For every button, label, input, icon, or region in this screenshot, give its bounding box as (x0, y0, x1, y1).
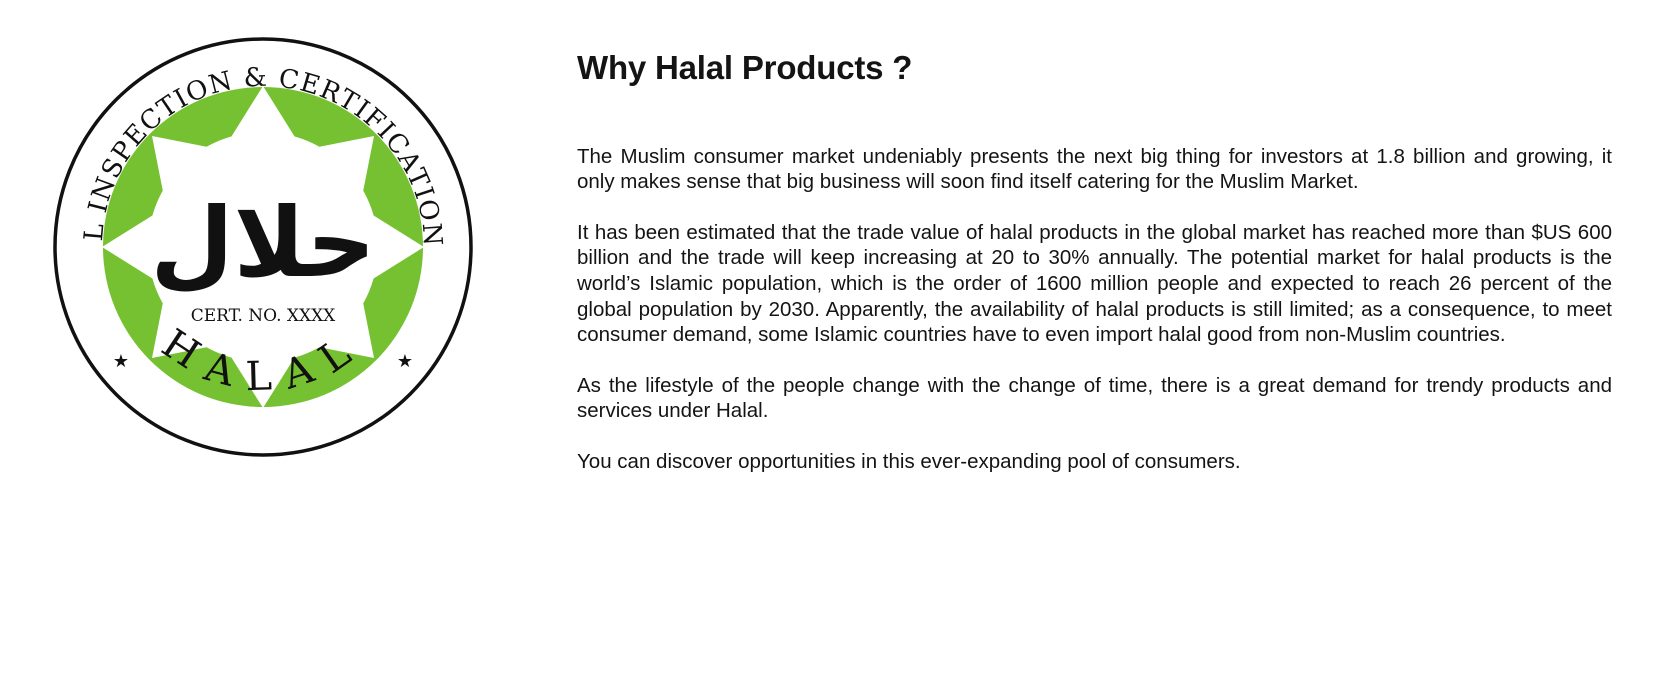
inner-core (148, 132, 378, 362)
article-section: Why Halal Products ? The Muslim consumer… (577, 48, 1612, 500)
title-part-1: Why Halal (577, 49, 733, 86)
paragraph-lifestyle: As the lifestyle of the people change wi… (577, 373, 1612, 423)
halal-seal-icon: REGIONAL INSPECTION & CERTIFICATION AGEN… (52, 36, 473, 457)
paragraph-market-intro: The Muslim consumer market undeniably pr… (577, 144, 1612, 194)
paragraph-opportunities: You can discover opportunities in this e… (577, 449, 1241, 473)
paragraph-trade-value: It has been estimated that the trade val… (577, 220, 1612, 347)
page-title: Why Halal Products ? (577, 48, 1612, 88)
arabic-halal-word: حلال (150, 187, 375, 299)
left-star-icon: ★ (113, 351, 129, 371)
cert-number: CERT. NO. XXXX (191, 306, 336, 326)
right-star-icon: ★ (397, 351, 413, 371)
article-body: The Muslim consumer market undeniably pr… (577, 144, 1612, 475)
title-part-2: Products ? (741, 49, 913, 86)
halal-certification-logo: REGIONAL INSPECTION & CERTIFICATION AGEN… (52, 36, 474, 458)
